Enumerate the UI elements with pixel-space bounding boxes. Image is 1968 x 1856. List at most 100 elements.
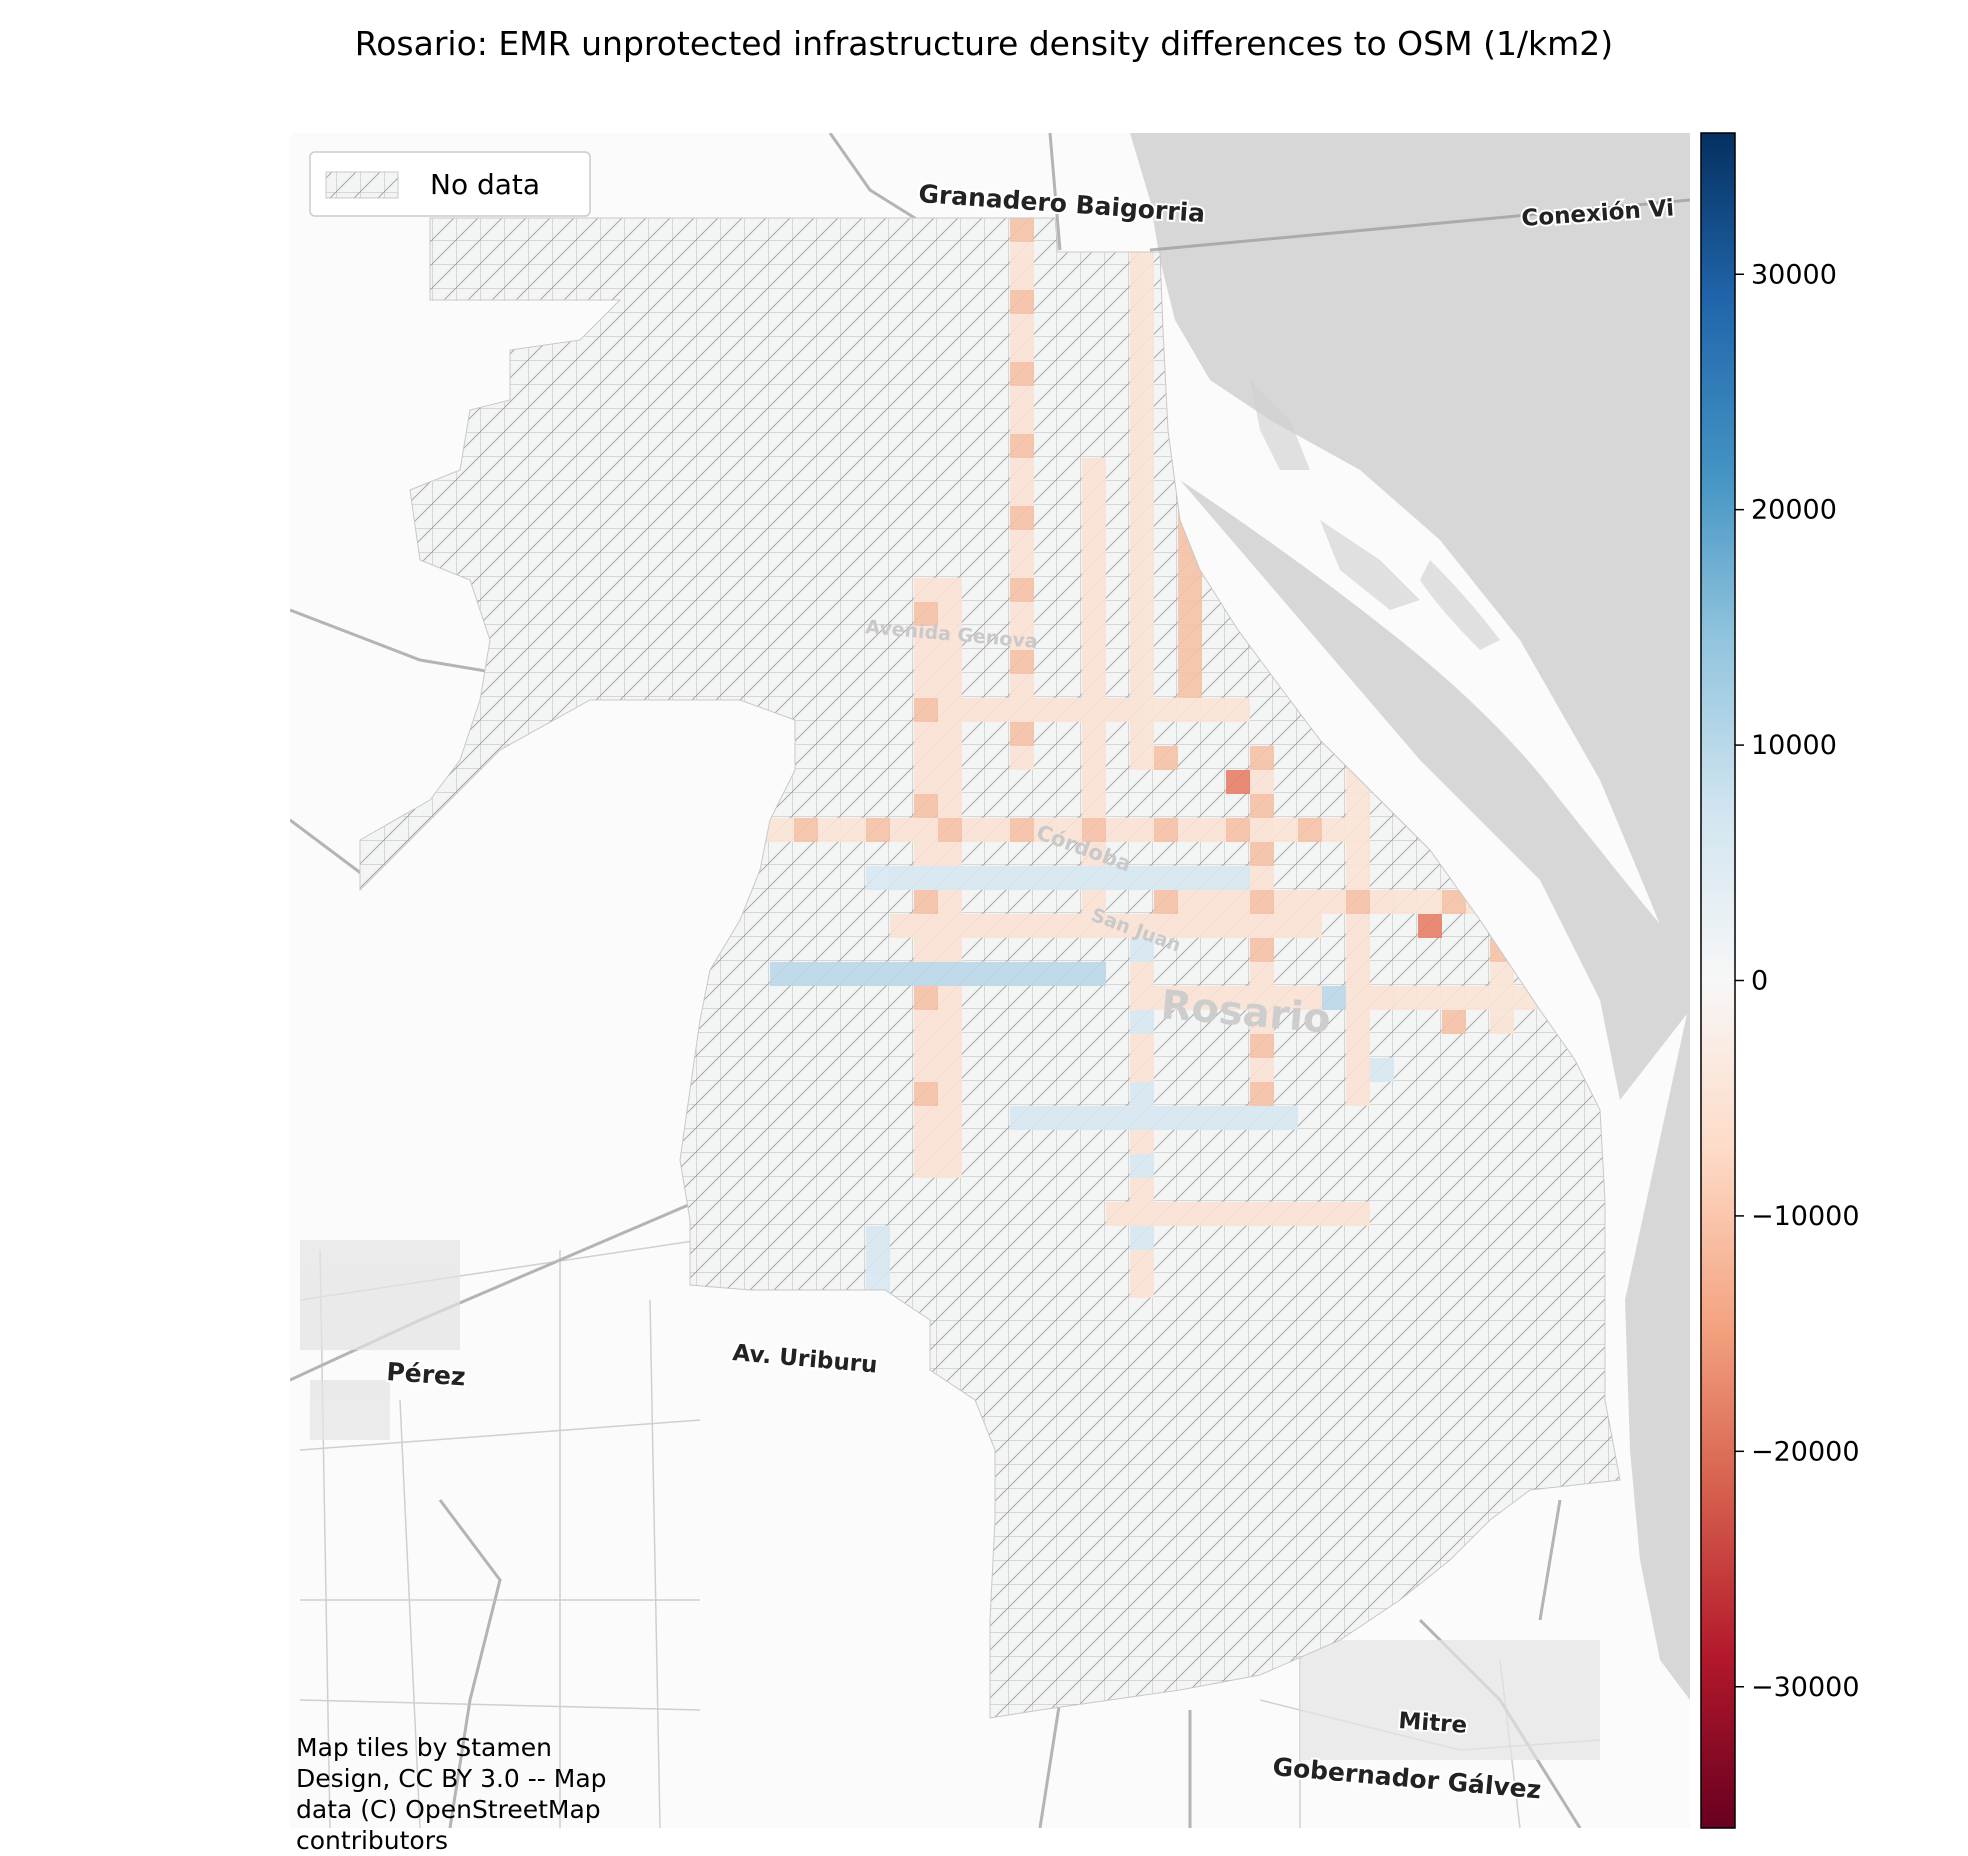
grid-cell bbox=[938, 746, 962, 770]
grid-cell bbox=[1250, 770, 1274, 794]
grid-cell bbox=[1010, 386, 1034, 410]
grid-cell bbox=[1226, 1202, 1250, 1226]
colorbar-tick-label: 10000 bbox=[1751, 730, 1837, 761]
grid-cell bbox=[1010, 314, 1034, 338]
grid-cell bbox=[1274, 1202, 1298, 1226]
grid-cell bbox=[938, 1154, 962, 1178]
grid-cell bbox=[1010, 482, 1034, 506]
grid-cell bbox=[1178, 698, 1202, 722]
grid-cell bbox=[1250, 1106, 1274, 1130]
grid-cell bbox=[1082, 1106, 1106, 1130]
grid-cell bbox=[914, 938, 938, 962]
grid-cell bbox=[1226, 866, 1250, 890]
grid-cell bbox=[1250, 890, 1274, 914]
grid-cell bbox=[1178, 1106, 1202, 1130]
grid-cell bbox=[1226, 914, 1250, 938]
grid-cell bbox=[1130, 1202, 1154, 1226]
grid-cell bbox=[962, 698, 986, 722]
grid-cell bbox=[938, 1010, 962, 1034]
grid-cell bbox=[938, 1058, 962, 1082]
grid-cell bbox=[1250, 1034, 1274, 1058]
grid-cell bbox=[1010, 818, 1034, 842]
grid-cell bbox=[1130, 410, 1154, 434]
grid-cell bbox=[1130, 1274, 1154, 1298]
grid-cell bbox=[1130, 1106, 1154, 1130]
grid-cell bbox=[1082, 578, 1106, 602]
grid-cell bbox=[914, 698, 938, 722]
grid-cell bbox=[938, 986, 962, 1010]
grid-cell bbox=[1178, 578, 1202, 602]
grid-cell bbox=[1010, 698, 1034, 722]
legend-label: No data bbox=[430, 168, 540, 201]
grid-cell bbox=[1082, 818, 1106, 842]
grid-cell bbox=[1010, 1106, 1034, 1130]
grid-cell bbox=[914, 914, 938, 938]
grid-cell bbox=[842, 962, 866, 986]
grid-cell bbox=[1346, 842, 1370, 866]
grid-cell bbox=[914, 1058, 938, 1082]
grid-cell bbox=[1250, 794, 1274, 818]
grid-cell bbox=[1346, 818, 1370, 842]
grid-cell bbox=[1130, 290, 1154, 314]
grid-cell bbox=[1082, 674, 1106, 698]
grid-cell bbox=[770, 962, 794, 986]
grid-cell bbox=[1010, 914, 1034, 938]
grid-cell bbox=[1250, 986, 1274, 1010]
grid-cell bbox=[1250, 866, 1274, 890]
grid-cell bbox=[1178, 866, 1202, 890]
grid-cell bbox=[866, 818, 890, 842]
grid-cell bbox=[1154, 1202, 1178, 1226]
grid-cell bbox=[914, 1130, 938, 1154]
grid-cell bbox=[1130, 602, 1154, 626]
place-label-mitre: Mitre bbox=[1398, 1708, 1468, 1739]
grid-cell bbox=[1490, 1010, 1514, 1034]
grid-cell bbox=[1130, 1010, 1154, 1034]
grid-cell bbox=[914, 1154, 938, 1178]
grid-cell bbox=[938, 770, 962, 794]
grid-cell bbox=[1442, 1010, 1466, 1034]
grid-cell bbox=[1082, 530, 1106, 554]
grid-cell bbox=[938, 890, 962, 914]
grid-cell bbox=[1010, 554, 1034, 578]
grid-cell bbox=[1010, 242, 1034, 266]
grid-cell bbox=[1130, 962, 1154, 986]
grid-cell bbox=[1298, 914, 1322, 938]
grid-cell bbox=[794, 962, 818, 986]
grid-cell bbox=[914, 674, 938, 698]
grid-cell bbox=[1106, 818, 1130, 842]
grid-cell bbox=[1178, 1202, 1202, 1226]
grid-cell bbox=[1346, 1058, 1370, 1082]
grid-cell bbox=[914, 818, 938, 842]
grid-cell bbox=[1394, 986, 1418, 1010]
grid-cell bbox=[1130, 1058, 1154, 1082]
grid-cell bbox=[914, 962, 938, 986]
grid-cell bbox=[1178, 674, 1202, 698]
grid-cell bbox=[962, 962, 986, 986]
grid-cell bbox=[1058, 914, 1082, 938]
grid-cell bbox=[938, 866, 962, 890]
grid-cell bbox=[1322, 818, 1346, 842]
grid-cell bbox=[1130, 482, 1154, 506]
colorbar-tick-label: −10000 bbox=[1751, 1201, 1860, 1232]
grid-cell bbox=[1202, 698, 1226, 722]
grid-cell bbox=[1058, 698, 1082, 722]
attribution-text: Map tiles by Stamen Design, CC BY 3.0 --… bbox=[296, 1733, 607, 1855]
grid-cell bbox=[818, 818, 842, 842]
grid-cell bbox=[1202, 986, 1226, 1010]
grid-cell bbox=[914, 866, 938, 890]
grid-cell bbox=[1034, 698, 1058, 722]
grid-cell bbox=[1322, 1202, 1346, 1226]
grid-cell bbox=[1154, 866, 1178, 890]
grid-cell bbox=[1250, 914, 1274, 938]
grid-cell bbox=[1034, 866, 1058, 890]
grid-cell bbox=[1130, 986, 1154, 1010]
grid-cell bbox=[1490, 986, 1514, 1010]
grid-cell bbox=[1178, 890, 1202, 914]
grid-cell bbox=[1010, 218, 1034, 242]
grid-cell bbox=[1154, 818, 1178, 842]
grid-cell bbox=[1010, 338, 1034, 362]
grid-cell bbox=[1250, 746, 1274, 770]
grid-cell bbox=[1130, 530, 1154, 554]
grid-cell bbox=[1082, 770, 1106, 794]
